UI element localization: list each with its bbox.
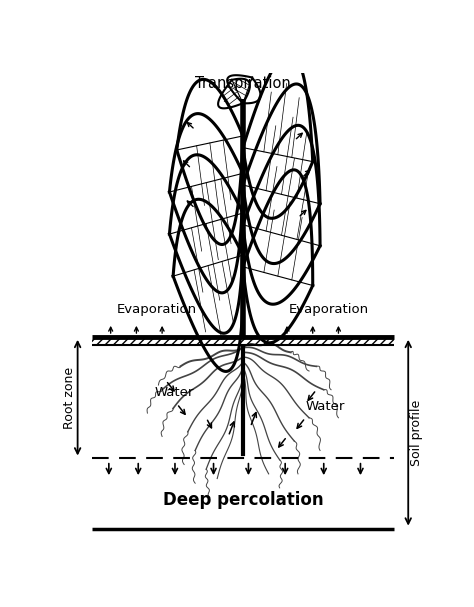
Bar — [92, 337, 393, 345]
Polygon shape — [177, 80, 243, 245]
Polygon shape — [227, 75, 261, 103]
Text: Deep percolation: Deep percolation — [163, 491, 323, 509]
Polygon shape — [169, 114, 243, 293]
Polygon shape — [243, 84, 320, 263]
Text: Evaporation: Evaporation — [117, 303, 197, 316]
Polygon shape — [243, 125, 320, 304]
Text: Water: Water — [305, 399, 345, 413]
Polygon shape — [169, 155, 243, 333]
Text: Transpiration: Transpiration — [195, 76, 291, 90]
Text: Root zone: Root zone — [63, 367, 76, 429]
Polygon shape — [173, 199, 243, 371]
Polygon shape — [243, 170, 313, 343]
Text: Water: Water — [155, 385, 194, 399]
Text: Evaporation: Evaporation — [289, 303, 369, 316]
Polygon shape — [243, 53, 313, 219]
Polygon shape — [218, 79, 250, 108]
Text: Soil profile: Soil profile — [410, 399, 423, 466]
